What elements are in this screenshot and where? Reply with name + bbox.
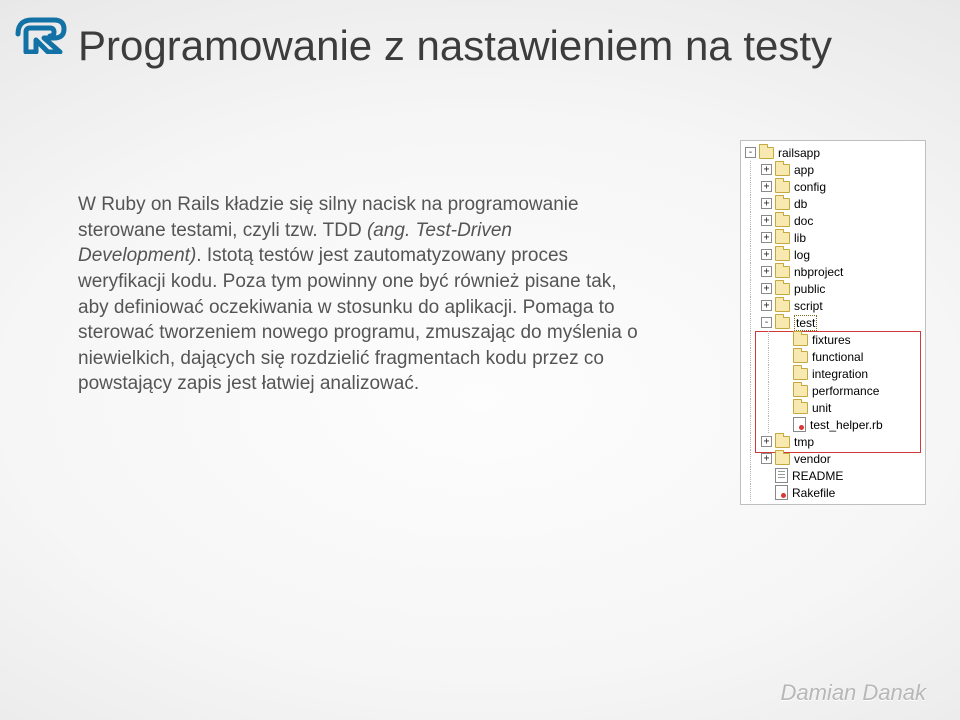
tree-row[interactable]: integration — [743, 365, 923, 382]
folder-icon — [775, 436, 790, 448]
tree-row[interactable]: + script — [743, 297, 923, 314]
tree-label: tmp — [794, 435, 814, 449]
tree-row[interactable]: + nbproject — [743, 263, 923, 280]
ruby-file-icon — [793, 417, 806, 432]
tree-row[interactable]: - railsapp — [743, 144, 923, 161]
folder-icon — [775, 232, 790, 244]
folder-icon — [775, 249, 790, 261]
folder-icon — [775, 164, 790, 176]
folder-icon — [793, 402, 808, 414]
tree-label: db — [794, 197, 807, 211]
tree-spacer — [761, 487, 772, 498]
tree-label: integration — [812, 367, 868, 381]
expand-icon[interactable]: + — [761, 215, 772, 226]
collapse-icon[interactable]: - — [761, 317, 772, 328]
tree-label: doc — [794, 214, 813, 228]
tree-label: functional — [812, 350, 863, 364]
tree-label: test_helper.rb — [810, 418, 883, 432]
folder-icon — [775, 453, 790, 465]
tree-row[interactable]: + db — [743, 195, 923, 212]
tree-label: test — [794, 315, 817, 331]
tree-label: railsapp — [778, 146, 820, 160]
folder-icon — [775, 198, 790, 210]
tree-label: Rakefile — [792, 486, 835, 500]
tree-row[interactable]: Rakefile — [743, 484, 923, 501]
file-icon — [775, 468, 788, 483]
tree-spacer — [779, 368, 790, 379]
tree-label: performance — [812, 384, 879, 398]
tree-row[interactable]: test_helper.rb — [743, 416, 923, 433]
tree-label: public — [794, 282, 825, 296]
tree-label: unit — [812, 401, 831, 415]
tree-row[interactable]: README — [743, 467, 923, 484]
folder-icon — [793, 351, 808, 363]
folder-icon — [793, 368, 808, 380]
tree-row[interactable]: + app — [743, 161, 923, 178]
tree-row[interactable]: + vendor — [743, 450, 923, 467]
tree-row[interactable]: + tmp — [743, 433, 923, 450]
tree-label: vendor — [794, 452, 831, 466]
tree-spacer — [779, 351, 790, 362]
folder-icon — [775, 266, 790, 278]
folder-icon — [759, 147, 774, 159]
tree-spacer — [779, 334, 790, 345]
expand-icon[interactable]: + — [761, 300, 772, 311]
expand-icon[interactable]: + — [761, 198, 772, 209]
tree-row[interactable]: + public — [743, 280, 923, 297]
tree-spacer — [779, 419, 790, 430]
tree-spacer — [779, 402, 790, 413]
footer-author: Damian Danak — [780, 680, 926, 706]
tree-label: app — [794, 163, 814, 177]
expand-icon[interactable]: + — [761, 164, 772, 175]
tree-row[interactable]: + doc — [743, 212, 923, 229]
tree-row[interactable]: + log — [743, 246, 923, 263]
expand-icon[interactable]: + — [761, 453, 772, 464]
tree-row[interactable]: fixtures — [743, 331, 923, 348]
expand-icon[interactable]: + — [761, 249, 772, 260]
folder-icon — [775, 215, 790, 227]
ruby-file-icon — [775, 485, 788, 500]
folder-icon — [775, 181, 790, 193]
folder-icon — [793, 334, 808, 346]
tree-label: config — [794, 180, 826, 194]
tree-row[interactable]: + config — [743, 178, 923, 195]
tree-label: lib — [794, 231, 806, 245]
expand-icon[interactable]: + — [761, 283, 772, 294]
tree-row[interactable]: unit — [743, 399, 923, 416]
body-text-2: . Istotą testów jest zautomatyzowany pro… — [78, 245, 638, 394]
folder-icon — [775, 283, 790, 295]
expand-icon[interactable]: + — [761, 436, 772, 447]
folder-icon — [775, 300, 790, 312]
tree-spacer — [779, 385, 790, 396]
expand-icon[interactable]: + — [761, 232, 772, 243]
folder-icon — [775, 317, 790, 329]
tree-label: nbproject — [794, 265, 843, 279]
tree-row[interactable]: functional — [743, 348, 923, 365]
tree-label: README — [792, 469, 843, 483]
tree-label: fixtures — [812, 333, 851, 347]
tree-row[interactable]: + lib — [743, 229, 923, 246]
project-tree: - railsapp + app + config + db + doc + lib + log + nbpr… — [740, 140, 926, 505]
tree-row[interactable]: performance — [743, 382, 923, 399]
slide-title: Programowanie z nastawieniem na testy — [78, 22, 920, 70]
tree-label: log — [794, 248, 810, 262]
tree-label: script — [794, 299, 823, 313]
expand-icon[interactable]: + — [761, 181, 772, 192]
expand-icon[interactable]: + — [761, 266, 772, 277]
collapse-icon[interactable]: - — [745, 147, 756, 158]
folder-icon — [793, 385, 808, 397]
tree-spacer — [761, 470, 772, 481]
tree-row[interactable]: - test — [743, 314, 923, 331]
body-paragraph: W Ruby on Rails kładzie się silny nacisk… — [78, 192, 638, 397]
corner-logo — [14, 14, 70, 54]
